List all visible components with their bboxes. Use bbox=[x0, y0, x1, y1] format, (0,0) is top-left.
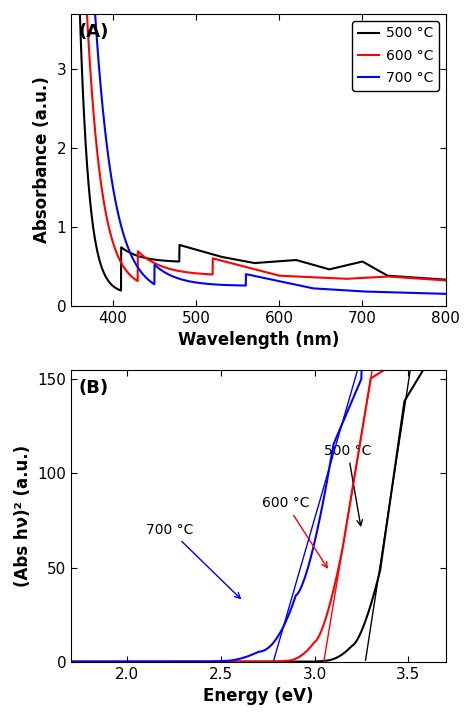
Y-axis label: (Abs hν)² (a.u.): (Abs hν)² (a.u.) bbox=[14, 445, 32, 587]
500 °C bbox=[77, 1, 82, 10]
500 °C bbox=[443, 275, 448, 284]
Line: 700 °C: 700 °C bbox=[71, 6, 446, 294]
600 °C bbox=[68, 9, 74, 18]
500 °C bbox=[251, 259, 256, 267]
700 °C bbox=[432, 289, 438, 298]
Text: (A): (A) bbox=[79, 22, 109, 41]
500 °C bbox=[241, 257, 246, 265]
600 °C bbox=[135, 277, 140, 285]
Text: (B): (B) bbox=[79, 379, 109, 397]
500 °C bbox=[68, 9, 74, 18]
Text: 700 °C: 700 °C bbox=[146, 523, 240, 598]
700 °C bbox=[241, 281, 246, 290]
600 °C bbox=[251, 265, 256, 273]
700 °C bbox=[87, 9, 93, 18]
Y-axis label: Absorbance (a.u.): Absorbance (a.u.) bbox=[33, 76, 51, 243]
700 °C bbox=[364, 288, 369, 296]
700 °C bbox=[92, 2, 98, 11]
600 °C bbox=[83, 0, 89, 3]
700 °C bbox=[432, 289, 438, 298]
X-axis label: Energy (eV): Energy (eV) bbox=[203, 687, 314, 705]
500 °C bbox=[432, 275, 438, 283]
Line: 500 °C: 500 °C bbox=[71, 6, 446, 290]
Text: 500 °C: 500 °C bbox=[324, 444, 371, 526]
Line: 600 °C: 600 °C bbox=[71, 0, 446, 281]
500 °C bbox=[88, 201, 93, 209]
600 °C bbox=[432, 275, 438, 284]
Legend: 500 °C, 600 °C, 700 °C: 500 °C, 600 °C, 700 °C bbox=[352, 21, 439, 91]
700 °C bbox=[443, 290, 448, 298]
500 °C bbox=[364, 260, 369, 268]
700 °C bbox=[251, 271, 256, 280]
600 °C bbox=[364, 273, 369, 282]
600 °C bbox=[432, 275, 438, 284]
600 °C bbox=[443, 276, 448, 285]
700 °C bbox=[68, 9, 74, 18]
500 °C bbox=[118, 286, 124, 295]
Text: 600 °C: 600 °C bbox=[262, 496, 327, 568]
500 °C bbox=[432, 275, 438, 283]
600 °C bbox=[88, 68, 93, 76]
600 °C bbox=[241, 262, 246, 271]
X-axis label: Wavelength (nm): Wavelength (nm) bbox=[178, 331, 339, 349]
